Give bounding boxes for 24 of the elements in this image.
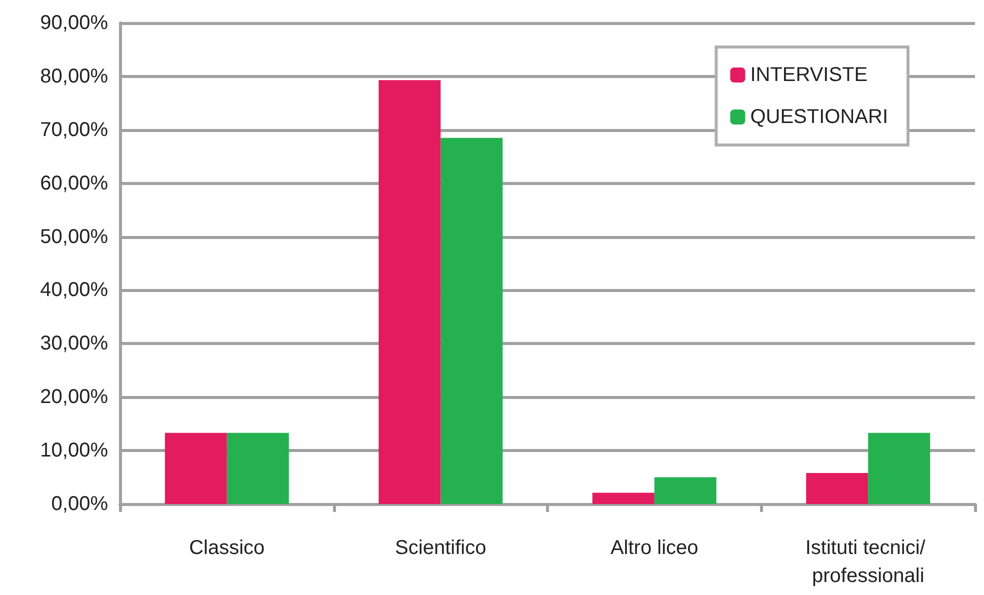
y-tick-label: 20,00% (40, 386, 108, 408)
y-tick-label: 80,00% (40, 65, 108, 88)
bar (440, 138, 503, 504)
bar (806, 473, 868, 504)
y-tick-label: 40,00% (40, 279, 108, 302)
bar (592, 492, 654, 504)
y-tick-label: 50,00% (40, 226, 108, 248)
y-tick-label: 10,00% (40, 440, 108, 462)
x-tick-label: Altro liceo (610, 537, 698, 559)
bar (378, 80, 441, 504)
legend-label: INTERVISTE (750, 64, 868, 86)
y-tick-label: 70,00% (40, 118, 108, 141)
y-tick-label: 30,00% (40, 332, 108, 355)
legend-label: QUESTIONARI (750, 106, 888, 128)
x-tick-label: Classico (189, 537, 265, 559)
bar (654, 477, 716, 504)
bar (868, 432, 930, 504)
y-tick-label: 90,00% (40, 12, 108, 34)
bar (226, 432, 289, 504)
y-tick-label: 60,00% (40, 172, 108, 194)
x-tick-label: Istituti tecnici/ professionali (805, 537, 931, 587)
y-tick-label: 0,00% (51, 493, 108, 515)
x-tick-label: Scientifico (395, 537, 486, 559)
bar (164, 432, 227, 504)
